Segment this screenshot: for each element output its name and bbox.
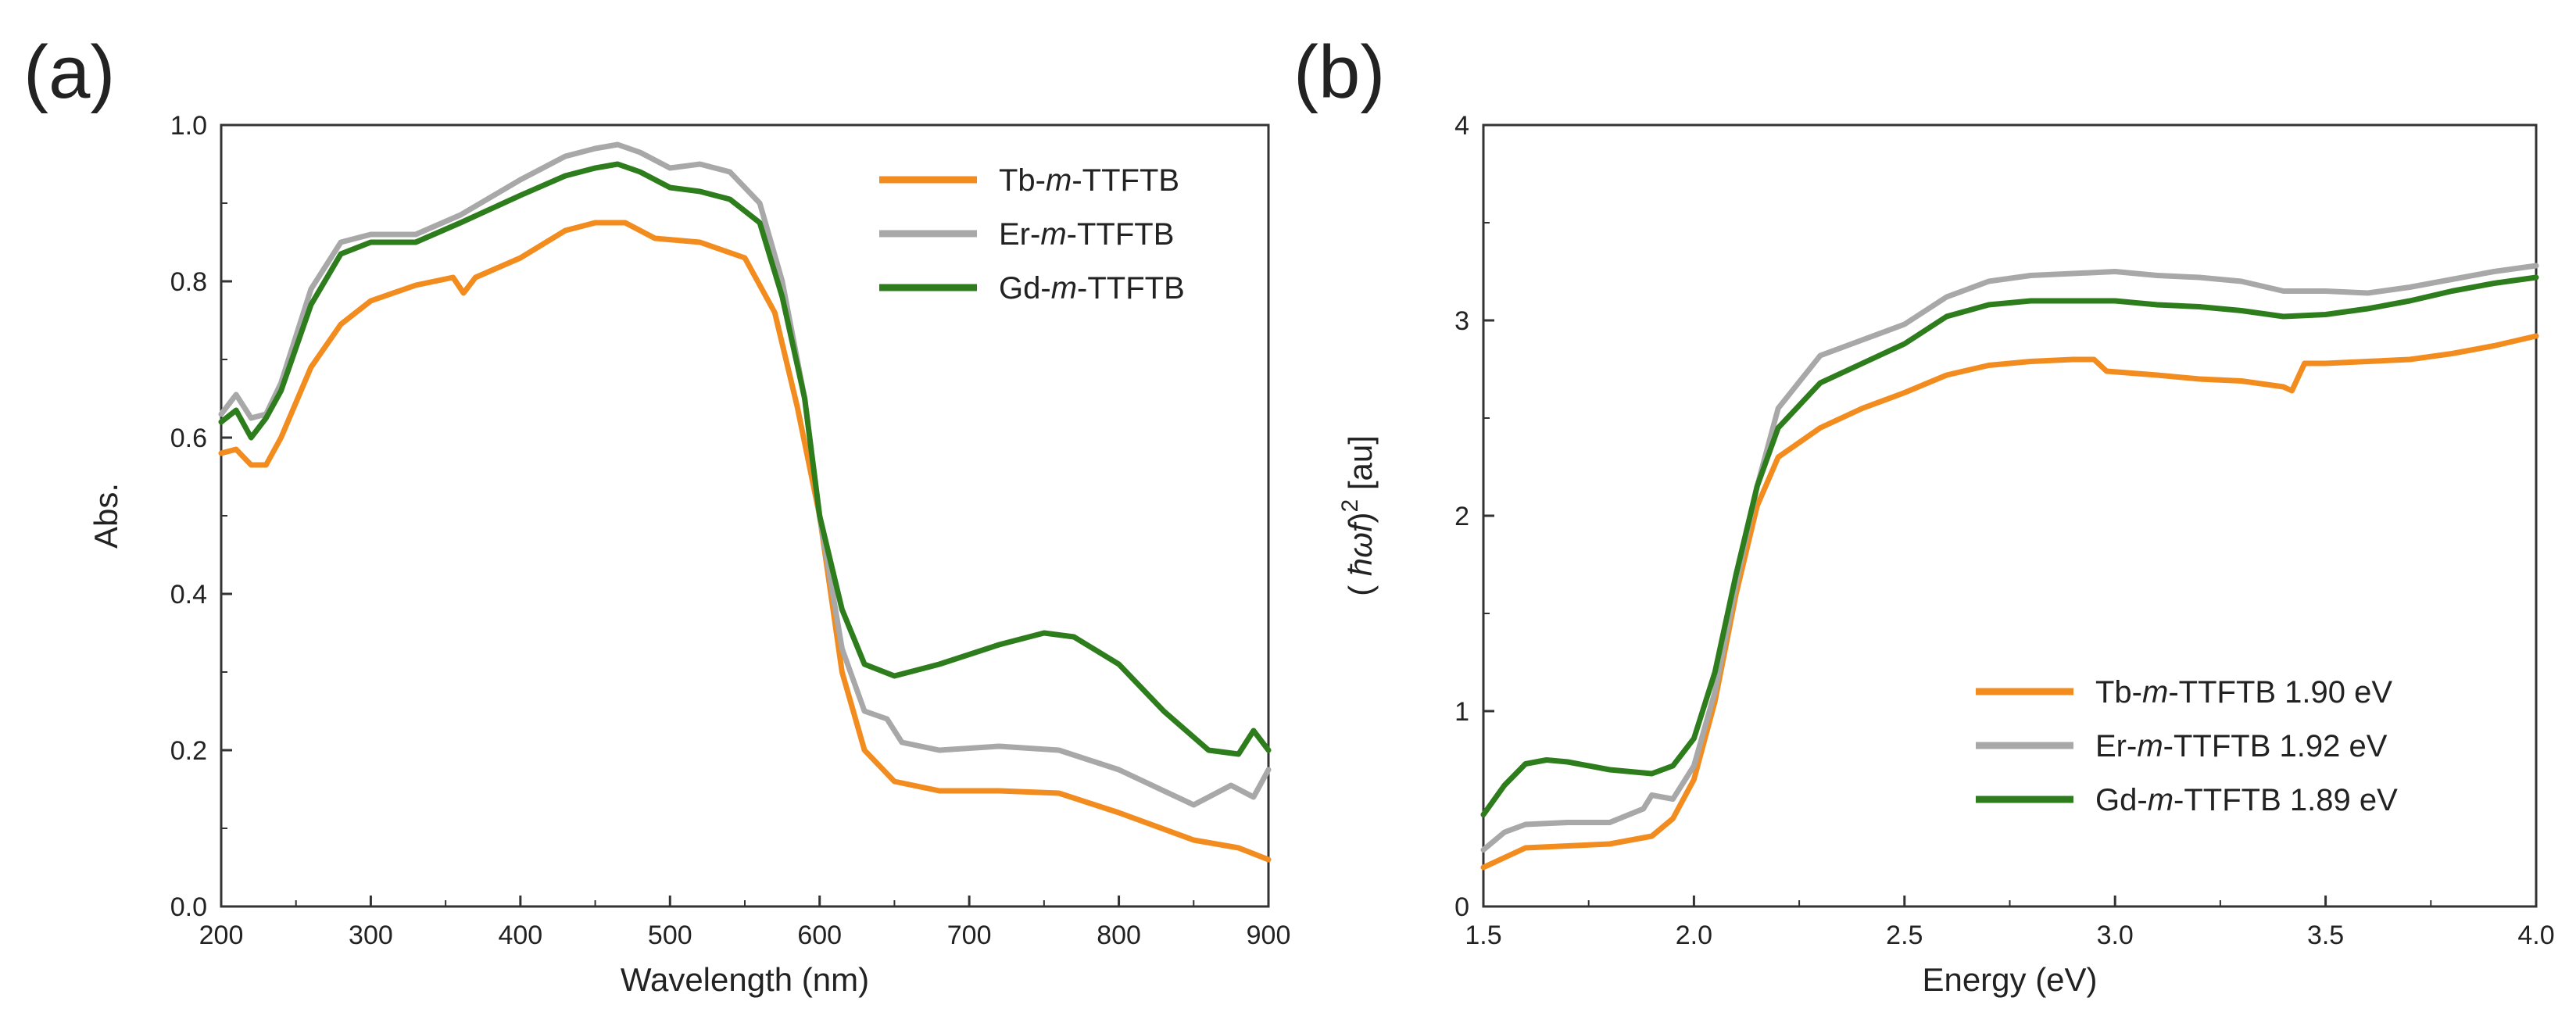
x-axis-title: Wavelength (nm) [621,961,869,998]
x-tick-label: 300 [349,921,393,950]
legend-label-italic: m [1040,217,1066,252]
y-tick-label: 4 [1454,111,1469,141]
legend-label-gd: Gd-m-TTFTB 1.89 eV [2095,783,2398,817]
legend-label-tb: Tb-m-TTFTB 1.90 eV [2095,675,2392,710]
x-tick-label: 800 [1097,921,1141,950]
legend-label-suffix: -TTFTB 1.92 eV [2163,729,2388,763]
y-tick-label: 3 [1454,306,1469,336]
y-axis-title-close: ) [1342,513,1379,524]
y-axis-title-open: ( [1342,576,1379,596]
series-line-er [1480,263,2539,853]
series-line-gd [1480,274,2539,817]
legend-label-suffix: -TTFTB [1077,271,1185,306]
legend-label-italic: m [2142,675,2168,710]
y-tick-label: 0.4 [170,580,207,610]
x-tick-label: 700 [947,921,992,950]
y-axis-title: Abs. [88,483,124,549]
panel-label: (a) [23,30,115,114]
y-tick-label: 2 [1454,502,1469,531]
y-tick-label: 0.2 [170,736,207,766]
panel-label: (b) [1293,30,1385,114]
legend-label-suffix: -TTFTB [1067,217,1175,252]
legend-label-prefix: Er- [2095,729,2137,763]
y-tick-label: 0.8 [170,267,207,297]
legend-label-italic: m [1046,163,1072,198]
legend-label-prefix: Er- [999,217,1040,252]
x-tick-label: 600 [797,921,842,950]
x-tick-label: 3.5 [2307,921,2344,950]
legend-label-italic: m [2137,729,2163,763]
legend-label-gd: Gd-m-TTFTB [999,271,1185,306]
series-group [1480,263,2539,871]
y-tick-label: 0 [1454,892,1469,922]
y-axis-title-exponent: 2 [1337,499,1363,513]
x-tick-label: 2.5 [1886,921,1923,950]
y-axis-title-symbol: ħωf [1342,520,1379,576]
series-line-er [218,141,1272,808]
x-tick-label: 3.0 [2097,921,2134,950]
legend-label-tb: Tb-m-TTFTB [999,163,1179,198]
series-line-tb [1480,333,2539,871]
y-axis-title-unit: [au] [1342,435,1379,499]
x-tick-label: 500 [648,921,692,950]
legend-label-italic: m [1051,271,1077,306]
legend-label-prefix: Gd- [2095,783,2148,817]
x-axis-title: Energy (eV) [1922,961,2097,998]
series-group [218,141,1272,863]
legend-label-suffix: -TTFTB 1.89 eV [2174,783,2398,817]
x-tick-label: 900 [1247,921,1291,950]
series-line-tb [218,220,1272,863]
x-tick-label: 200 [199,921,244,950]
legend-label-er: Er-m-TTFTB [999,217,1174,252]
x-tick-label: 4.0 [2517,921,2554,950]
chart-panel-b: (b) 1.5 2.0 2.5 3.0 3.5 4.0 0 1 2 3 4 Energy (eV) ( ħ… [1293,30,2555,998]
y-tick-label: 0.6 [170,424,207,453]
x-tick-label: 1.5 [1465,921,1501,950]
x-tick-label: 400 [498,921,542,950]
y-tick-label: 1.0 [170,111,207,141]
legend-label-prefix: Tb- [2095,675,2142,710]
legend-label-er: Er-m-TTFTB 1.92 eV [2095,729,2388,763]
x-tick-label: 2.0 [1676,921,1712,950]
legend-label-prefix: Gd- [999,271,1051,306]
y-tick-label: 0.0 [170,892,207,922]
y-axis-title: ( ħωf)2 [au] [1337,435,1379,596]
y-tick-label: 1 [1454,697,1469,727]
legend-label-prefix: Tb- [999,163,1046,198]
legend-label-italic: m [2148,783,2174,817]
legend-label-suffix: -TTFTB [1072,163,1179,198]
chart-panel-a: (a) 200 300 400 500 600 700 800 900 0.0 0.2 0.4 0.6 0… [23,30,1290,998]
legend-label-suffix: -TTFTB 1.90 eV [2168,675,2392,710]
series-line-gd [218,161,1272,757]
